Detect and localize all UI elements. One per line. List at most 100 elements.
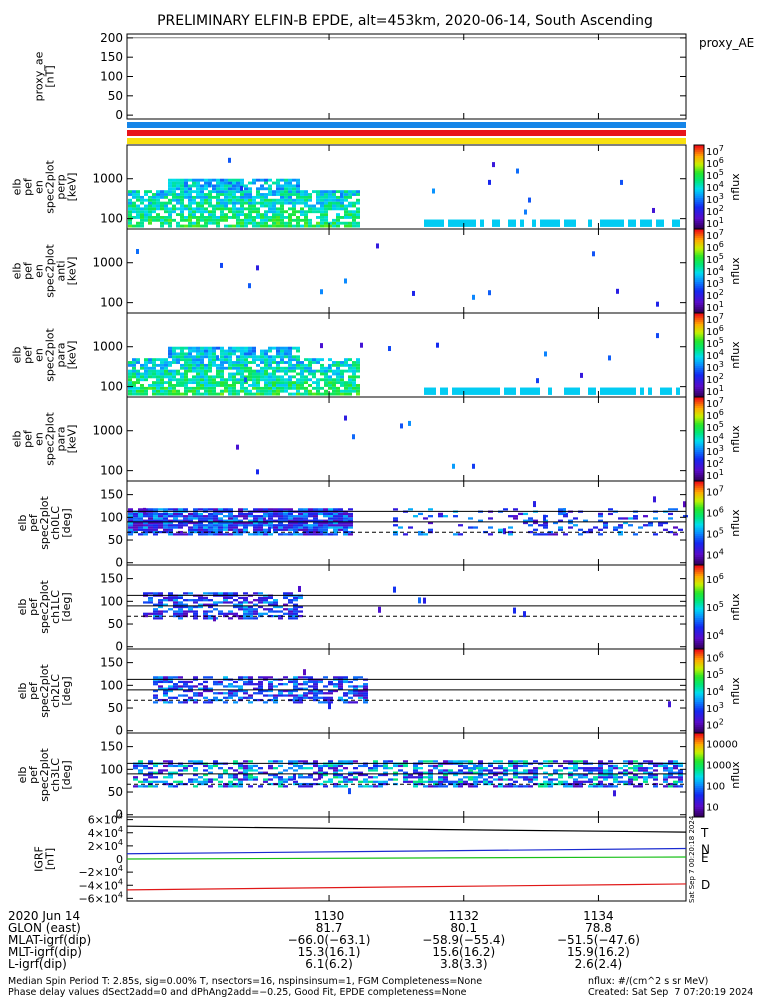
heatmap-cell	[296, 216, 300, 219]
heatmap-cell	[280, 221, 284, 225]
heatmap-cell	[648, 521, 653, 525]
heatmap-cell	[193, 610, 198, 613]
heatmap-cell	[336, 195, 340, 199]
heatmap-cell	[208, 361, 212, 364]
heatmap-cell	[468, 767, 473, 770]
heatmap-cell	[313, 528, 318, 531]
heatmap-cell	[308, 526, 313, 529]
heatmap-cell	[198, 528, 203, 531]
heatmap-cell	[176, 389, 180, 393]
heatmap-cell	[468, 776, 473, 779]
heatmap-cell	[216, 181, 220, 185]
heatmap-cell	[468, 760, 473, 763]
heatmap-cell	[223, 601, 228, 604]
heatmap-cell	[132, 204, 136, 208]
state-bar-red	[127, 130, 686, 136]
heatmap-cell	[264, 349, 268, 353]
heatmap-cell	[272, 213, 276, 217]
heatmap-cell	[203, 680, 208, 684]
heatmap-cell	[232, 184, 236, 188]
heatmap-cell	[244, 363, 248, 367]
heatmap-cell	[608, 219, 612, 227]
heatmap-cell	[200, 352, 204, 356]
heatmap-cell	[284, 386, 288, 390]
heatmap-cell	[264, 224, 268, 228]
colorbar-segment	[694, 571, 704, 574]
heatmap-cell	[348, 375, 352, 379]
colorbar-segment	[694, 541, 704, 545]
heatmap-cell	[344, 386, 348, 390]
heatmap-cell	[163, 692, 168, 695]
heatmap-cell	[144, 358, 148, 362]
heatmap-cell	[153, 696, 158, 699]
heatmap-cell	[292, 218, 296, 222]
heatmap-cell	[168, 771, 173, 774]
heatmap-cell	[288, 767, 293, 770]
heatmap-cell	[232, 375, 236, 379]
colorbar-segment	[694, 180, 704, 184]
heatmap-cell	[338, 760, 343, 763]
heatmap-cell	[260, 386, 264, 390]
heatmap-cell	[248, 694, 253, 697]
heatmap-cell	[233, 769, 238, 772]
heatmap-cell	[423, 771, 428, 774]
heatmap-cell	[168, 361, 172, 364]
colorbar-segment	[694, 779, 704, 782]
heatmap-cell	[176, 358, 180, 362]
heatmap-cell	[340, 207, 344, 211]
heatmap-cell	[153, 528, 158, 531]
heatmap-cell	[320, 201, 324, 205]
heatmap-cell	[140, 198, 144, 202]
heatmap-cell	[132, 207, 136, 211]
heatmap-cell	[573, 764, 578, 768]
heatmap-cell	[164, 221, 168, 225]
heatmap-cell	[224, 190, 228, 194]
colorbar-segment	[694, 178, 704, 182]
heatmap-cell	[156, 392, 160, 396]
heatmap-cell	[603, 769, 608, 772]
heatmap-cell	[184, 363, 188, 367]
colorbar-segment	[694, 445, 704, 448]
y-axis-label: spec2plot	[38, 580, 51, 634]
heatmap-cell	[276, 190, 280, 194]
heatmap-cell	[668, 773, 673, 777]
heatmap-cell	[252, 198, 256, 202]
heatmap-cell	[218, 773, 223, 777]
heatmap-cell	[220, 366, 224, 370]
heatmap-cell	[200, 201, 204, 205]
ephemeris-value: 15.9(16.2)	[567, 945, 630, 959]
heatmap-cell	[453, 773, 458, 777]
heatmap-cell	[268, 683, 273, 686]
heatmap-cell	[220, 262, 223, 268]
heatmap-cell	[232, 384, 236, 387]
heatmap-cell	[173, 599, 178, 602]
heatmap-cell	[248, 216, 252, 219]
y-axis-label: spec2plot	[44, 244, 57, 298]
heatmap-cell	[258, 592, 263, 595]
heatmap-cell	[256, 381, 260, 385]
heatmap-cell	[288, 363, 292, 367]
heatmap-cell	[620, 219, 624, 227]
heatmap-cell	[263, 508, 268, 511]
colorbar-segment	[694, 577, 704, 581]
heatmap-cell	[300, 392, 304, 396]
heatmap-cell	[243, 508, 248, 511]
colorbar-segment	[694, 554, 704, 558]
heatmap-cell	[440, 219, 444, 227]
heatmap-cell	[403, 771, 408, 774]
heatmap-cell	[298, 782, 303, 786]
heatmap-cell	[160, 218, 164, 222]
heatmap-cell	[308, 193, 312, 196]
heatmap-cell	[316, 193, 320, 196]
heatmap-cell	[418, 778, 423, 781]
heatmap-cell	[143, 780, 148, 783]
y-tick-label: 100	[100, 70, 123, 84]
heatmap-cell	[240, 389, 244, 393]
heatmap-cell	[148, 599, 153, 602]
heatmap-cell	[284, 389, 288, 393]
heatmap-cell	[328, 780, 333, 783]
heatmap-cell	[178, 680, 183, 684]
igrf-line-T	[126, 825, 687, 833]
heatmap-cell	[240, 198, 244, 202]
